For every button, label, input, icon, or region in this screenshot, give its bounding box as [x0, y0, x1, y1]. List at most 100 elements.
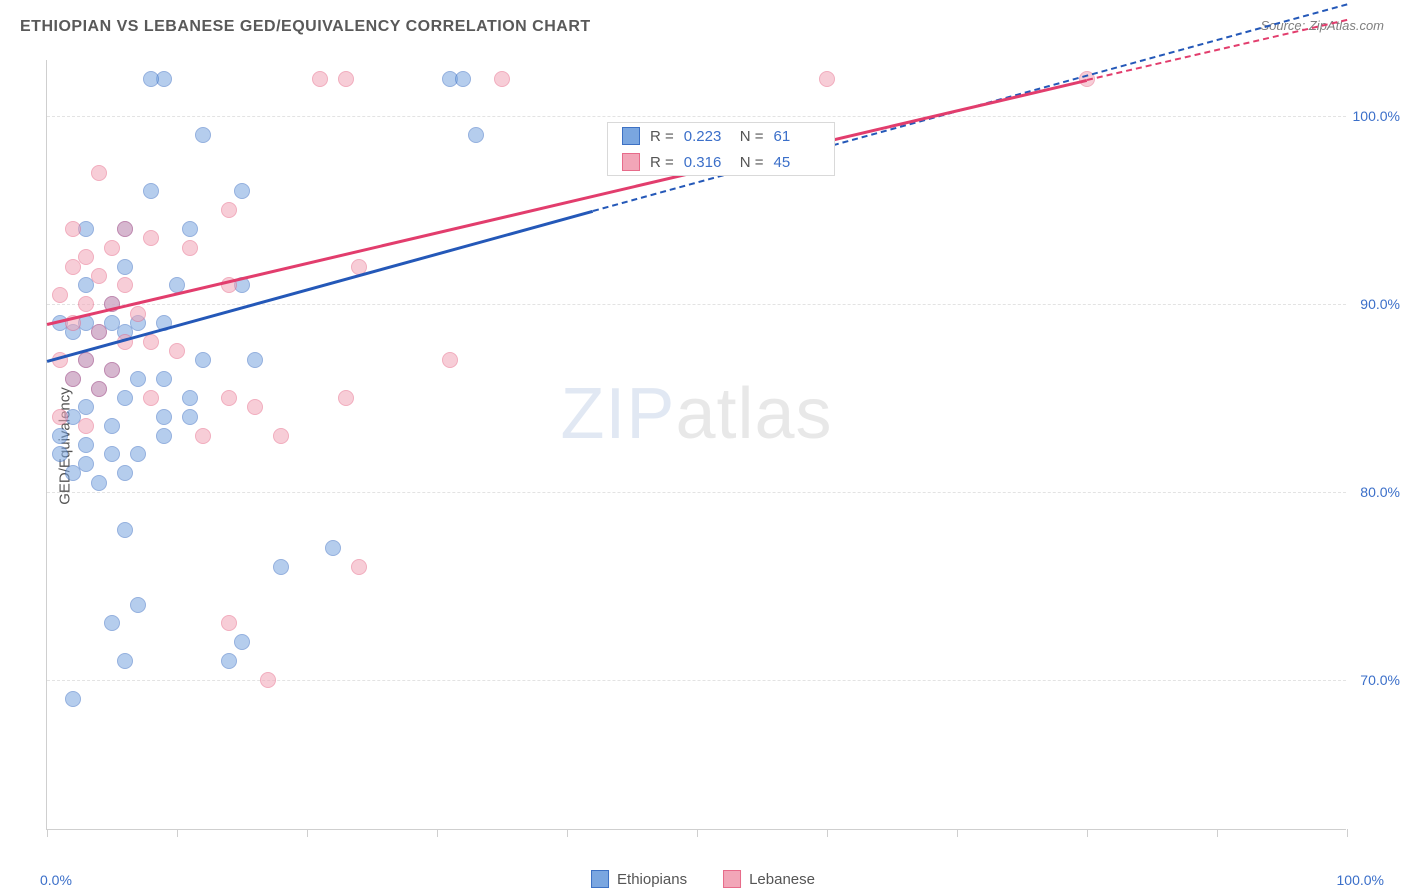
legend-label: Ethiopians	[617, 871, 687, 888]
scatter-point	[65, 691, 81, 707]
x-axis-max-label: 100.0%	[1337, 872, 1384, 888]
scatter-point	[78, 296, 94, 312]
square-icon	[591, 870, 609, 888]
x-tick	[827, 829, 828, 837]
scatter-point	[351, 559, 367, 575]
square-icon	[723, 870, 741, 888]
x-tick	[957, 829, 958, 837]
stat-r-value: 0.316	[684, 154, 730, 171]
scatter-point	[117, 390, 133, 406]
scatter-point	[169, 343, 185, 359]
scatter-point	[143, 71, 159, 87]
legend-label: Lebanese	[749, 871, 815, 888]
scatter-point	[494, 71, 510, 87]
watermark-bold: ZIP	[560, 374, 675, 454]
y-tick-label: 80.0%	[1360, 484, 1400, 500]
scatter-point	[130, 306, 146, 322]
scatter-point	[104, 446, 120, 462]
stat-n-value: 45	[774, 154, 820, 171]
x-tick	[1347, 829, 1348, 837]
scatter-point	[91, 165, 107, 181]
square-icon	[622, 153, 640, 171]
stat-r-label: R =	[650, 128, 674, 145]
stat-n-label: N =	[740, 154, 764, 171]
plot-area: ZIPatlas 70.0%80.0%90.0%100.0%R =0.223N …	[46, 60, 1346, 830]
scatter-point	[247, 352, 263, 368]
scatter-point	[78, 418, 94, 434]
x-axis-min-label: 0.0%	[40, 872, 72, 888]
scatter-point	[338, 390, 354, 406]
scatter-point	[247, 399, 263, 415]
scatter-point	[221, 615, 237, 631]
scatter-point	[312, 71, 328, 87]
scatter-point	[234, 183, 250, 199]
scatter-point	[117, 277, 133, 293]
stats-row: R = 0.316 N = 45	[608, 149, 834, 175]
stats-box: R = 0.223 N = 61 R = 0.316 N = 45	[607, 122, 835, 176]
x-tick	[47, 829, 48, 837]
x-tick	[437, 829, 438, 837]
scatter-point	[91, 324, 107, 340]
scatter-point	[104, 615, 120, 631]
scatter-point	[104, 362, 120, 378]
scatter-point	[130, 446, 146, 462]
scatter-point	[182, 221, 198, 237]
y-tick-label: 70.0%	[1360, 672, 1400, 688]
scatter-point	[143, 230, 159, 246]
scatter-point	[221, 202, 237, 218]
scatter-point	[117, 653, 133, 669]
scatter-point	[143, 183, 159, 199]
scatter-point	[65, 259, 81, 275]
scatter-point	[52, 446, 68, 462]
scatter-point	[104, 418, 120, 434]
x-tick	[307, 829, 308, 837]
scatter-point	[442, 352, 458, 368]
scatter-point	[234, 634, 250, 650]
scatter-point	[52, 428, 68, 444]
y-gridline	[47, 116, 1346, 117]
scatter-point	[260, 672, 276, 688]
scatter-point	[221, 653, 237, 669]
scatter-point	[468, 127, 484, 143]
y-tick-label: 90.0%	[1360, 296, 1400, 312]
watermark-thin: atlas	[675, 374, 832, 454]
stat-n-value: 61	[774, 128, 820, 145]
y-tick-label: 100.0%	[1353, 108, 1400, 124]
y-gridline	[47, 492, 1346, 493]
scatter-point	[65, 465, 81, 481]
scatter-point	[182, 390, 198, 406]
x-tick	[697, 829, 698, 837]
chart-title: ETHIOPIAN VS LEBANESE GED/EQUIVALENCY CO…	[20, 18, 591, 36]
scatter-point	[819, 71, 835, 87]
scatter-point	[91, 475, 107, 491]
stat-r-value: 0.223	[684, 128, 730, 145]
scatter-point	[52, 409, 68, 425]
scatter-point	[65, 371, 81, 387]
bottom-legend: Ethiopians Lebanese	[591, 870, 815, 888]
scatter-point	[130, 597, 146, 613]
stat-n-label: N =	[740, 128, 764, 145]
scatter-point	[221, 390, 237, 406]
stat-r-label: R =	[650, 154, 674, 171]
scatter-point	[117, 465, 133, 481]
x-tick	[177, 829, 178, 837]
scatter-point	[130, 371, 146, 387]
scatter-point	[104, 240, 120, 256]
scatter-point	[182, 409, 198, 425]
square-icon	[622, 127, 640, 145]
scatter-point	[52, 287, 68, 303]
scatter-point	[455, 71, 471, 87]
scatter-point	[143, 334, 159, 350]
scatter-point	[156, 371, 172, 387]
y-gridline	[47, 680, 1346, 681]
scatter-point	[273, 559, 289, 575]
scatter-point	[182, 240, 198, 256]
x-tick	[1087, 829, 1088, 837]
x-tick	[1217, 829, 1218, 837]
scatter-point	[117, 259, 133, 275]
scatter-point	[325, 540, 341, 556]
scatter-point	[91, 381, 107, 397]
scatter-point	[91, 268, 107, 284]
scatter-point	[65, 221, 81, 237]
scatter-point	[78, 352, 94, 368]
